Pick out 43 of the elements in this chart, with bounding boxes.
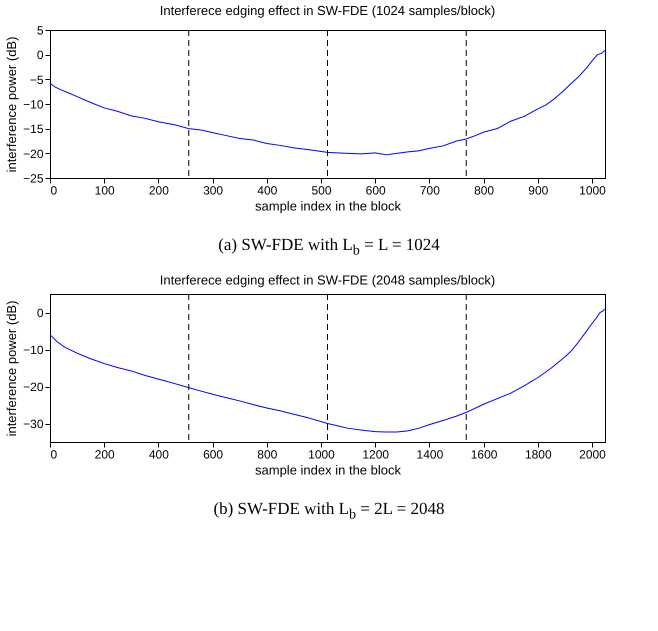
x-tick-label: 0 bbox=[50, 448, 58, 462]
x-axis-title: sample index in the block bbox=[255, 198, 402, 214]
x-tick-label: 0 bbox=[50, 184, 58, 198]
x-tick-label: 500 bbox=[311, 184, 332, 198]
y-tick-label: 0 bbox=[36, 48, 44, 62]
x-tick-label: 1200 bbox=[362, 448, 390, 462]
y-tick-label: −20 bbox=[23, 380, 44, 394]
x-tick-label: 600 bbox=[366, 184, 386, 198]
chart-title: Interferece edging effect in SW-FDE (2048 samples/block) bbox=[160, 272, 496, 288]
y-axis-title: interference power (dB) bbox=[4, 300, 20, 437]
x-tick-label: 1400 bbox=[416, 448, 444, 462]
x-tick-label: 400 bbox=[148, 448, 170, 462]
y-tick-label: −10 bbox=[23, 343, 44, 358]
x-tick-label: 1000 bbox=[308, 448, 336, 462]
x-tick-label: 1000 bbox=[579, 184, 606, 198]
x-tick-label: 800 bbox=[474, 184, 494, 198]
y-tick-label: −15 bbox=[23, 122, 44, 136]
text: (a) SW-FDE with L$_{b}$ = L = 1024 bbox=[217, 235, 441, 260]
y-tick-label: −10 bbox=[23, 98, 44, 112]
x-tick-label: 100 bbox=[94, 184, 116, 198]
x-tick-label: 700 bbox=[420, 184, 440, 198]
y-tick-label: −5 bbox=[30, 72, 44, 87]
y-tick-label: −25 bbox=[23, 172, 44, 186]
x-tick-label: 1600 bbox=[470, 448, 498, 462]
y-axis-title: interference power (dB) bbox=[4, 36, 20, 172]
x-tick-label: 900 bbox=[528, 184, 549, 198]
chart-title: Interferece edging effect in SW-FDE (1024 samples/block) bbox=[160, 3, 496, 18]
x-tick-label: 300 bbox=[203, 184, 224, 198]
x-tick-label: 1800 bbox=[524, 448, 552, 462]
x-tick-label: 400 bbox=[257, 184, 278, 198]
text: (b) SW-FDE with L$_{b}$ = 2L = 2048 bbox=[212, 499, 446, 524]
x-tick-label: 800 bbox=[257, 448, 278, 462]
x-tick-label: 200 bbox=[148, 184, 170, 198]
y-tick-label: 5 bbox=[36, 24, 44, 38]
y-tick-label: −20 bbox=[23, 146, 44, 161]
line-series bbox=[50, 308, 606, 433]
x-axis-title: sample index in the block bbox=[255, 462, 402, 478]
x-tick-label: 200 bbox=[94, 448, 116, 462]
line-series bbox=[50, 50, 606, 156]
x-tick-label: 2000 bbox=[579, 448, 606, 462]
y-tick-label: 0 bbox=[36, 306, 44, 320]
x-tick-label: 600 bbox=[203, 448, 224, 462]
y-tick-label: −30 bbox=[23, 417, 44, 432]
